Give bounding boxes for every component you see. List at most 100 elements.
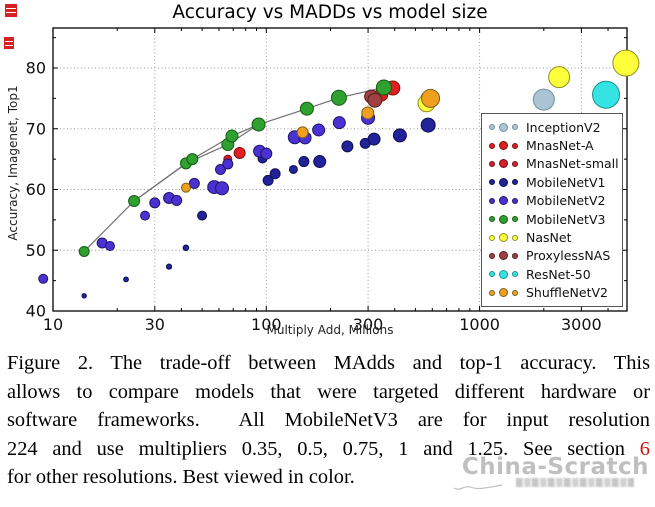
caption-line: Figure 2. The trade-off between MAdds an… bbox=[7, 349, 650, 378]
legend-row-proxylessnas: ProxylessNAS bbox=[489, 247, 622, 265]
legend-label: NasNet bbox=[526, 230, 572, 246]
legend-marker-icon bbox=[512, 142, 518, 149]
x-tick-label: 10 bbox=[43, 315, 63, 334]
data-point-mobilenetv3 bbox=[299, 101, 314, 116]
data-point-mobilenetv3 bbox=[186, 153, 199, 166]
legend-marker-icon bbox=[512, 197, 518, 204]
legend-label: ProxylessNAS bbox=[526, 248, 611, 264]
y-tick-label: 50 bbox=[26, 241, 46, 260]
x-tick-label: 100 bbox=[251, 315, 282, 334]
data-point-mobilenetv1 bbox=[81, 293, 87, 299]
data-point-mobilenetv1 bbox=[262, 174, 274, 186]
legend-marker-icon bbox=[489, 271, 495, 278]
legend-marker-icon bbox=[512, 271, 518, 278]
data-point-mobilenetv2 bbox=[260, 147, 273, 160]
data-point-mobilenetv3 bbox=[128, 195, 141, 208]
watermark: China-Scratch bbox=[452, 454, 652, 499]
y-axis-label: Accuracy, Imagenet, Top1 bbox=[6, 85, 20, 240]
data-point-mobilenetv2 bbox=[332, 116, 346, 130]
data-point-mobilenetv3 bbox=[251, 117, 266, 132]
legend-marker-icon bbox=[489, 197, 495, 204]
caption-text: allows to compare models that were targe… bbox=[7, 380, 650, 403]
legend-row-shufflenetv2: ShuffleNetV2 bbox=[489, 284, 622, 302]
legend-label: MobileNetV1 bbox=[526, 174, 606, 190]
data-point-mobilenetv1 bbox=[392, 128, 407, 143]
legend-marker-icon bbox=[489, 179, 495, 186]
legend-marker-icon bbox=[512, 160, 518, 167]
data-point-mobilenetv1 bbox=[313, 155, 327, 169]
data-point-inceptionv2 bbox=[532, 88, 555, 111]
legend-marker-icon bbox=[499, 269, 508, 279]
legend-marker-icon bbox=[489, 289, 495, 296]
legend-marker-icon bbox=[489, 142, 495, 149]
data-point-mobilenetv1 bbox=[165, 263, 173, 270]
chart-legend: InceptionV2 MnasNet-A MnasNet-small MobileN… bbox=[481, 113, 623, 307]
legend-marker-icon bbox=[499, 288, 508, 298]
y-tick-label: 40 bbox=[26, 302, 46, 321]
legend-marker-icon bbox=[499, 122, 508, 132]
section-link[interactable]: 6 bbox=[639, 437, 650, 460]
data-point-mobilenetv1 bbox=[123, 276, 129, 283]
legend-label: MobileNetV2 bbox=[526, 193, 606, 209]
data-point-mnasnet-a bbox=[233, 147, 246, 160]
caption-line: software frameworks. All MobileNetV3 are… bbox=[7, 406, 650, 435]
x-axis-label: Multiply Add, Millions bbox=[267, 323, 394, 337]
trend-line bbox=[133, 123, 259, 202]
legend-marker-icon bbox=[489, 252, 495, 259]
x-tick-label: 1000 bbox=[459, 315, 500, 334]
data-point-mobilenetv2 bbox=[312, 123, 326, 137]
legend-marker-icon bbox=[499, 196, 508, 206]
watermark-text: China-Scratch bbox=[461, 454, 649, 480]
caption-text: Figure 2. The trade-off between MAdds an… bbox=[7, 352, 650, 374]
legend-label: ResNet-50 bbox=[526, 266, 591, 282]
legend-marker-icon bbox=[512, 179, 518, 186]
data-point-mobilenetv2 bbox=[222, 158, 234, 170]
legend-label: MnasNet-small bbox=[526, 156, 619, 172]
legend-marker-icon bbox=[489, 234, 495, 241]
legend-row-mobilenetv1: MobileNetV1 bbox=[489, 173, 622, 191]
data-point-proxylessnas bbox=[367, 92, 383, 108]
legend-marker-icon bbox=[499, 159, 508, 169]
caption-line: 224 and use multipliers 0.35, 0.5, 0.75,… bbox=[7, 435, 650, 464]
data-point-mobilenetv1 bbox=[269, 168, 281, 180]
y-tick-label: 70 bbox=[26, 119, 46, 138]
data-point-mobilenetv2 bbox=[171, 194, 183, 206]
watermark-subtext bbox=[516, 478, 634, 487]
data-point-mobilenetv2 bbox=[215, 181, 230, 196]
data-point-mobilenetv1 bbox=[298, 156, 310, 168]
legend-marker-icon bbox=[512, 252, 518, 259]
x-tick-label: 30 bbox=[145, 315, 165, 334]
data-point-mobilenetv1 bbox=[197, 210, 208, 221]
data-point-mobilenetv3 bbox=[225, 129, 239, 143]
legend-row-inceptionv2: InceptionV2 bbox=[489, 118, 622, 136]
data-point-shufflenetv2 bbox=[296, 126, 309, 139]
caption-text: for other resolutions. Best viewed in co… bbox=[7, 466, 355, 489]
data-point-mobilenetv2 bbox=[215, 163, 227, 175]
caption-text: software frameworks. All MobileNetV3 are… bbox=[7, 409, 650, 432]
y-tick-label: 80 bbox=[26, 59, 46, 78]
legend-row-mnasnet-small: MnasNet-small bbox=[489, 155, 622, 173]
caption-line: allows to compare models that were targe… bbox=[7, 378, 650, 407]
legend-marker-icon bbox=[512, 124, 518, 131]
chart-title: Accuracy vs MADDs vs model size bbox=[172, 2, 487, 23]
legend-marker-icon bbox=[489, 160, 495, 167]
data-point-mobilenetv1 bbox=[182, 244, 190, 252]
legend-marker-icon bbox=[489, 216, 495, 223]
data-point-mobilenetv1 bbox=[288, 164, 298, 174]
data-point-mobilenetv3 bbox=[330, 89, 347, 106]
legend-marker-icon bbox=[499, 177, 508, 187]
legend-row-resnet-50: ResNet-50 bbox=[489, 265, 622, 283]
legend-marker-icon bbox=[499, 141, 508, 151]
trend-line bbox=[83, 86, 385, 252]
legend-marker-icon bbox=[512, 289, 518, 296]
data-point-mobilenetv2 bbox=[140, 210, 151, 221]
caption-line: for other resolutions. Best viewed in co… bbox=[7, 463, 650, 492]
legend-marker-icon bbox=[499, 214, 508, 224]
plot-border bbox=[52, 27, 628, 312]
data-point-shufflenetv2 bbox=[180, 182, 191, 193]
legend-row-mnasnet-a: MnasNet-A bbox=[489, 136, 622, 154]
legend-marker-icon bbox=[489, 124, 495, 131]
legend-row-mobilenetv2: MobileNetV2 bbox=[489, 192, 622, 210]
data-point-mobilenetv2 bbox=[149, 197, 161, 209]
